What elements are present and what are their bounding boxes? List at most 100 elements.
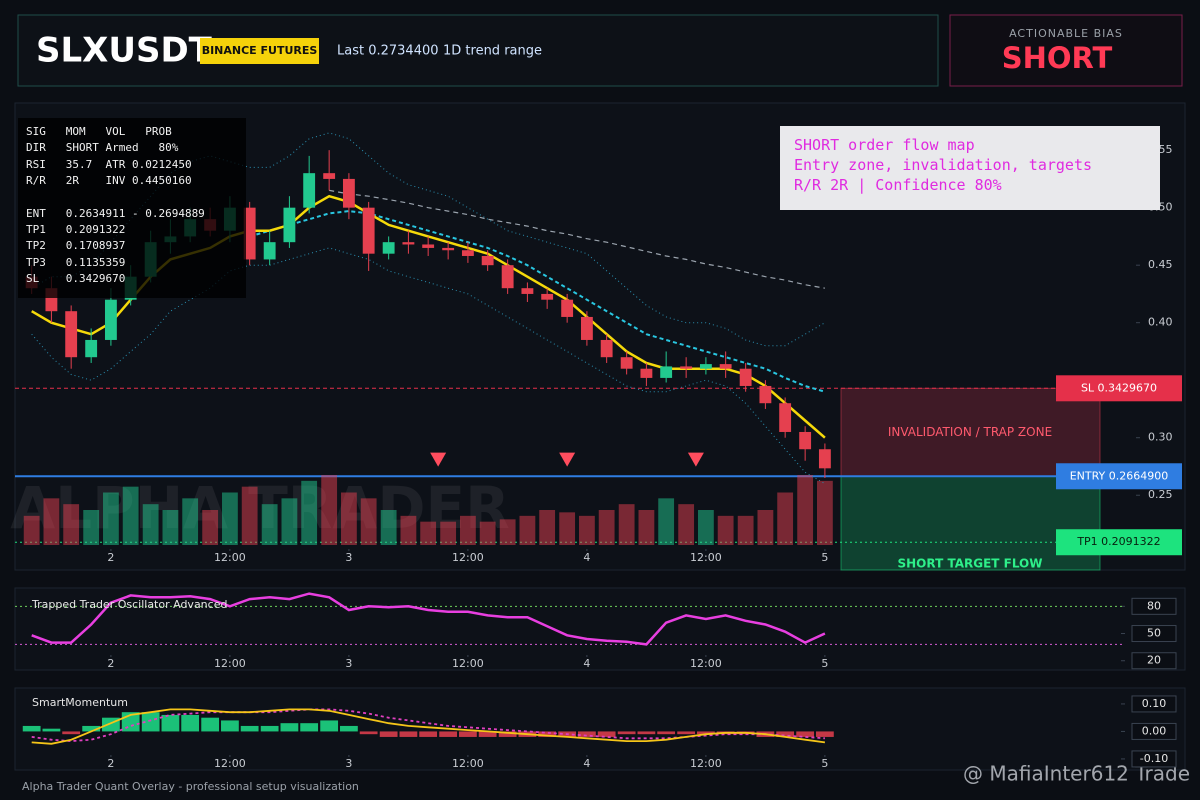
volume-bar bbox=[737, 515, 754, 545]
x-tick-label: 4 bbox=[583, 757, 590, 770]
candle-body bbox=[620, 357, 633, 369]
level-badge bbox=[1056, 463, 1182, 490]
x-tick-label: 5 bbox=[821, 757, 828, 770]
candle-body bbox=[541, 293, 554, 300]
candle-body bbox=[85, 339, 98, 358]
histogram-bar bbox=[201, 717, 220, 732]
candle-body bbox=[580, 316, 593, 340]
zone-label: SHORT TARGET FLOW bbox=[898, 557, 1043, 571]
candle-body bbox=[402, 242, 415, 245]
info-level: SL 0.3429670 bbox=[26, 272, 126, 286]
volume-bar bbox=[122, 486, 139, 545]
histogram-bar bbox=[359, 731, 378, 735]
candle-body bbox=[699, 364, 712, 369]
y-tick-box bbox=[1131, 722, 1177, 740]
x-tick-label: 12:00 bbox=[452, 757, 484, 770]
volume-bar bbox=[519, 515, 536, 545]
volume-bar bbox=[539, 510, 556, 545]
candle-body bbox=[799, 431, 812, 450]
candle-body bbox=[104, 299, 117, 340]
candle-body bbox=[303, 173, 316, 208]
volume-bar bbox=[460, 515, 476, 545]
histogram-bar bbox=[439, 731, 458, 737]
histogram-bar bbox=[677, 731, 696, 735]
bias-panel bbox=[949, 14, 1183, 87]
info-level: TP1 0.2091322 bbox=[26, 223, 126, 237]
histogram-bar bbox=[478, 731, 497, 737]
volume-bar bbox=[301, 480, 318, 545]
y-tick-label: 0.40 bbox=[1148, 316, 1173, 329]
volume-bar bbox=[241, 486, 258, 545]
range: 1D trend range bbox=[443, 44, 542, 59]
volume-bar bbox=[400, 515, 417, 545]
candle-body bbox=[422, 244, 435, 248]
y-tick-box bbox=[1131, 625, 1177, 643]
x-tick-label: 3 bbox=[345, 657, 352, 670]
indicator-line bbox=[31, 708, 826, 745]
y-tick-label: 0.25 bbox=[1148, 488, 1173, 501]
info-level: TP3 0.1135359 bbox=[26, 255, 126, 269]
x-tick-label: 5 bbox=[821, 657, 828, 670]
volume-bar bbox=[162, 510, 179, 545]
candle-body bbox=[65, 311, 78, 358]
candle-body bbox=[263, 242, 276, 260]
volume-bar bbox=[618, 504, 635, 545]
volume-bar bbox=[83, 510, 100, 545]
candle-body bbox=[283, 207, 296, 243]
level-label: ENTRY 0.2664900 bbox=[1070, 469, 1169, 482]
y-tick-box bbox=[1131, 597, 1177, 615]
histogram-bar bbox=[340, 725, 358, 732]
candle-body bbox=[501, 265, 514, 289]
candle-body bbox=[818, 449, 831, 469]
x-tick-label: 12:00 bbox=[214, 551, 246, 564]
volume-bar bbox=[261, 504, 278, 545]
volume-bar bbox=[479, 521, 496, 545]
indicator-line bbox=[249, 210, 826, 393]
annotation: SHORT order flow map Entry zone, invalida… bbox=[780, 126, 1160, 210]
y-tick-box bbox=[1131, 695, 1177, 713]
histogram-bar bbox=[617, 731, 636, 735]
annotation-line: Entry zone, invalidation, targets bbox=[794, 156, 1093, 174]
annotation-line: SHORT order flow map bbox=[794, 136, 975, 154]
y-tick-label: 0.45 bbox=[1148, 258, 1173, 271]
candle-body bbox=[660, 366, 673, 378]
x-tick-label: 2 bbox=[107, 551, 114, 564]
level-label: TP1 0.2091322 bbox=[1076, 535, 1160, 548]
x-tick-label: 4 bbox=[583, 657, 590, 670]
candle-body bbox=[45, 288, 58, 312]
histogram-bar bbox=[221, 720, 239, 732]
y-tick-label: 80 bbox=[1147, 599, 1161, 612]
volume-bar bbox=[43, 498, 60, 545]
indicator-line bbox=[31, 592, 826, 646]
histogram-bar bbox=[657, 731, 676, 735]
x-tick-label: 12:00 bbox=[214, 757, 246, 770]
histogram-bar bbox=[459, 731, 477, 737]
histogram-bar bbox=[538, 731, 557, 737]
zone bbox=[840, 387, 1101, 477]
volume-bar bbox=[142, 504, 159, 545]
volume-bar bbox=[598, 510, 615, 545]
volume-bar bbox=[578, 515, 595, 545]
exchange-badge bbox=[200, 38, 319, 64]
volume-bar bbox=[638, 510, 655, 545]
histogram-bar bbox=[260, 725, 279, 732]
volume-bar bbox=[697, 510, 714, 545]
bias-caption: ACTIONABLE BIAS bbox=[1009, 27, 1123, 40]
candle-body bbox=[442, 247, 455, 251]
x-tick-label: 3 bbox=[345, 757, 352, 770]
exchange: BINANCE FUTURES bbox=[202, 44, 318, 57]
histogram-bar bbox=[637, 731, 656, 735]
candle-body bbox=[323, 173, 336, 179]
x-tick-label: 12:00 bbox=[690, 657, 722, 670]
volume-bar bbox=[717, 515, 734, 545]
candle-body bbox=[481, 255, 494, 266]
annotation-line: R/R 2R | Confidence 80% bbox=[794, 176, 1002, 194]
y-tick-label: 20 bbox=[1147, 654, 1161, 667]
histogram-bar bbox=[240, 725, 259, 732]
info-row: R/R 2R INV 0.4450160 bbox=[26, 174, 192, 188]
x-tick-label: 12:00 bbox=[690, 757, 722, 770]
x-tick-label: 12:00 bbox=[214, 657, 246, 670]
candle-body bbox=[342, 178, 355, 208]
candle-body bbox=[243, 207, 256, 260]
level-badge bbox=[1056, 375, 1182, 402]
